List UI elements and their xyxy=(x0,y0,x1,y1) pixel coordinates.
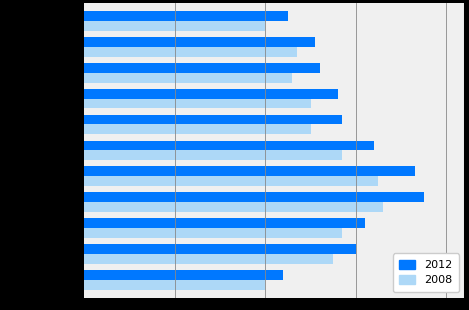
Bar xyxy=(84,37,315,47)
Bar xyxy=(84,192,424,202)
Bar xyxy=(84,63,319,73)
Bar xyxy=(84,218,365,228)
Bar xyxy=(84,280,265,290)
Bar xyxy=(84,140,374,150)
Bar xyxy=(84,228,342,238)
Bar xyxy=(84,244,356,254)
Bar xyxy=(84,11,288,21)
Bar xyxy=(84,166,415,176)
Bar xyxy=(84,89,338,99)
Bar xyxy=(84,47,297,57)
Legend: 2012, 2008: 2012, 2008 xyxy=(393,253,459,292)
Bar xyxy=(84,99,310,108)
Bar xyxy=(84,202,383,212)
Bar xyxy=(84,270,283,280)
Bar xyxy=(84,21,265,31)
Bar xyxy=(84,150,342,160)
Bar xyxy=(84,115,342,125)
Bar xyxy=(84,254,333,264)
Bar xyxy=(84,73,293,82)
Bar xyxy=(84,125,310,134)
Bar xyxy=(84,176,378,186)
